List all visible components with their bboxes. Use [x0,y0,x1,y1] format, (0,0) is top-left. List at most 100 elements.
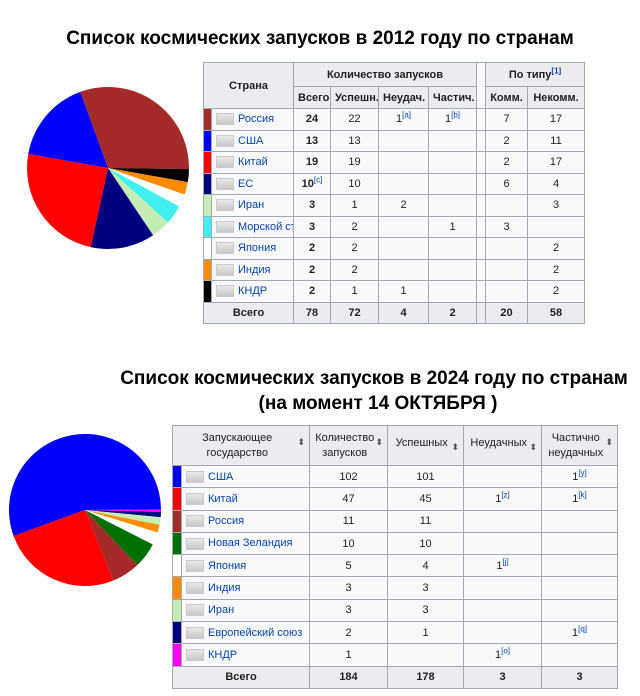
country-link[interactable]: Россия [208,515,245,528]
table-cell: 1[b] [428,108,477,131]
header-text: Неудачных [470,437,528,449]
cell-value: 2 [503,134,510,147]
footnote-link[interactable]: [j] [502,557,509,567]
country-link[interactable]: Новая Зеландия [208,537,293,550]
header-cell: ⬍ Запускающее государство [172,425,310,466]
table-cell: Иран [211,194,294,217]
country-link[interactable]: ЕС [238,177,254,190]
cell-value: 10 [301,177,314,190]
cell-value: 10 [348,177,361,190]
cell-value: 3 [308,220,316,233]
flag-icon [216,134,234,147]
pie-chart [9,434,161,586]
table-cell: 2 [330,258,379,281]
country-link[interactable]: Китай [238,156,268,169]
footnote-link[interactable]: [c] [313,175,323,185]
cell-value: 178 [416,671,435,684]
cell-value: 3 [576,671,583,684]
footnote-link[interactable]: [z] [501,490,510,500]
table-cell: 1 [387,621,464,645]
cell-value: 2 [400,199,407,212]
footer-row: Всего 184 178 3 3 [172,665,618,689]
header-cell: Неудач. [378,86,429,109]
cell-value: 3 [422,582,429,595]
country-link[interactable]: Европейский союз [208,626,303,639]
gap-cell [476,280,486,303]
table-cell: 1 [309,643,388,667]
cell-value: 1 [444,113,452,126]
table-cell: 4 [527,172,585,195]
cell-value: 13 [348,134,361,147]
country-link[interactable]: Япония [208,559,247,572]
country-link[interactable]: Индия [208,582,241,595]
footnote-link[interactable]: [q] [578,624,588,634]
color-bar [172,487,182,511]
cell-value: 58 [549,306,563,319]
pie-slice [85,509,161,513]
table-row: Китай 19 19 2 17 [203,151,585,174]
country-link[interactable]: Иран [208,604,235,617]
table-cell [485,280,528,303]
color-bar [203,151,212,174]
color-bar [172,598,182,623]
table-row: Россия 11 11 [172,509,618,533]
country-link[interactable]: Иран [238,199,265,212]
header-cell: ⬍ Неудачных [463,425,542,466]
pie-slice [108,168,189,183]
country-link[interactable]: Россия [238,113,275,126]
country-link[interactable]: Япония [238,242,277,255]
cell-value: 3 [422,604,429,617]
footnote-link[interactable]: [b] [451,110,461,120]
flag-icon [216,263,234,276]
footnote-link[interactable]: [o] [501,646,511,656]
sort-button[interactable]: ⬍ [375,436,383,447]
cell-value: 2 [351,242,358,255]
header-cell: По типу[1] [485,62,585,87]
country-link[interactable]: Китай [208,492,238,505]
cell-value: 17 [549,113,563,126]
table-cell: 3 [463,665,542,689]
table-cell: ЕС [211,172,294,195]
footnote: [b] [451,111,460,120]
table-cell [378,129,429,152]
footnote: [c] [314,175,322,184]
footnote-link[interactable]: [a] [402,110,412,120]
table-cell: 19 [330,151,379,174]
table-cell: 10 [387,531,464,556]
header-cell: ⬍ Частично неудачных [541,425,618,466]
cell-value: 11 [419,515,432,528]
table-cell: Япония [211,237,294,260]
country-link[interactable]: США [208,470,234,483]
pie-slice [80,87,189,170]
header-cell: ⬍ Количество запусков [309,425,388,466]
flag-icon [186,626,204,639]
country-link[interactable]: США [238,134,264,147]
table-row: Иран 3 3 [172,598,618,623]
table-cell: 184 [309,665,388,689]
table-cell [428,194,477,217]
country-link[interactable]: Морской старт [238,220,293,233]
table-cell: Индия [181,576,310,600]
sort-button[interactable]: ⬍ [297,436,305,447]
table-row: Япония 5 4 1[j] [172,554,618,578]
table-cell: 13 [293,129,331,152]
header-row: ⬍ Запускающее государство ⬍ Количество запу… [172,425,618,466]
country-link[interactable]: Индия [238,263,271,276]
color-bar [203,280,212,303]
table-row: Европейский союз 2 1 1[q] [172,621,618,645]
table-cell [463,576,542,600]
table-cell [541,531,618,556]
table-cell: 58 [527,301,585,324]
gap-cell [476,129,486,152]
gap-cell [476,258,486,281]
sort-button[interactable]: ⬍ [451,442,459,452]
country-link[interactable]: КНДР [208,648,238,661]
footnote-link[interactable]: [y] [578,467,587,477]
sort-button[interactable]: ⬍ [529,442,537,452]
table-cell: 1[q] [541,621,618,645]
sort-button[interactable]: ⬍ [605,436,613,447]
color-bar [172,531,182,556]
country-link[interactable]: КНДР [238,285,268,298]
footnote-link[interactable]: [1] [551,65,562,75]
footnote-link[interactable]: [k] [578,490,587,500]
